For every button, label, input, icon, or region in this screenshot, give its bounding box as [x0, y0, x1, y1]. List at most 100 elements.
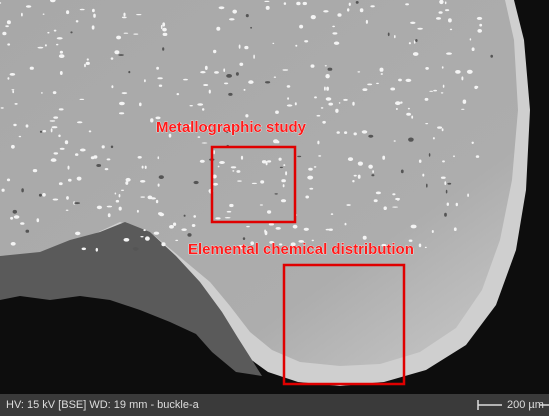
inclusion [395, 101, 401, 105]
inclusion [7, 77, 9, 80]
inclusion [400, 101, 402, 103]
inclusion [279, 158, 282, 161]
inclusion [244, 46, 248, 49]
inclusion [250, 27, 252, 29]
inclusion [323, 10, 328, 12]
inclusion [328, 68, 333, 71]
inclusion [394, 35, 396, 38]
inclusion [107, 206, 112, 208]
inclusion [7, 20, 11, 24]
inclusion [59, 182, 63, 185]
inclusion [467, 194, 469, 197]
inclusion [30, 67, 34, 70]
inclusion [107, 158, 111, 160]
inclusion [140, 236, 143, 237]
inclusion [133, 34, 138, 35]
inclusion [275, 193, 278, 194]
inclusion [454, 227, 457, 231]
inclusion [140, 196, 145, 197]
inclusion [324, 87, 326, 91]
inclusion [317, 141, 319, 145]
inclusion [80, 149, 86, 152]
inclusion [161, 25, 163, 29]
inclusion [305, 196, 309, 199]
inclusion [75, 153, 78, 156]
inclusion [267, 160, 271, 162]
inclusion [173, 223, 176, 226]
inclusion [184, 215, 186, 217]
inclusion [148, 196, 153, 200]
inclusion [368, 135, 373, 138]
inclusion [26, 124, 29, 127]
inclusion [455, 70, 461, 74]
inclusion [126, 178, 131, 182]
inclusion [358, 162, 363, 166]
inclusion [450, 29, 452, 31]
inclusion [111, 146, 113, 149]
inclusion [116, 36, 121, 40]
inclusion [311, 64, 315, 67]
inclusion [226, 74, 232, 78]
inclusion [274, 77, 276, 78]
inclusion [472, 142, 474, 144]
inclusion [219, 161, 225, 164]
inclusion [362, 88, 367, 91]
inclusion [116, 200, 119, 203]
inclusion [239, 45, 241, 49]
inclusion [74, 202, 80, 204]
inclusion [223, 68, 225, 72]
inclusion [26, 5, 31, 8]
inclusion [436, 17, 441, 20]
inclusion [66, 10, 69, 14]
inclusion [470, 38, 472, 40]
inclusion [445, 9, 449, 11]
inclusion [318, 155, 321, 157]
inclusion [248, 80, 253, 84]
inclusion [287, 104, 293, 106]
inclusion [161, 242, 165, 246]
inclusion [246, 14, 249, 17]
inclusion [281, 199, 286, 202]
inclusion [408, 138, 414, 142]
inclusion [425, 123, 428, 124]
inclusion [267, 210, 271, 213]
inclusion [11, 242, 16, 246]
inclusion [33, 169, 37, 172]
inclusion [362, 130, 368, 133]
inclusion [417, 28, 423, 30]
inclusion [42, 193, 46, 197]
inclusion [200, 71, 205, 73]
inclusion [346, 204, 350, 206]
inclusion [190, 105, 193, 106]
inclusion [344, 131, 347, 134]
inclusion [40, 131, 42, 133]
inclusion [96, 248, 98, 252]
inclusion [82, 248, 86, 251]
inclusion [57, 37, 63, 39]
inclusion [354, 132, 357, 135]
inclusion [53, 116, 58, 118]
inclusion [317, 115, 321, 117]
inclusion [260, 180, 264, 183]
inclusion [299, 25, 303, 29]
inclusion [490, 55, 493, 58]
inclusion [376, 83, 379, 84]
inclusion [285, 171, 287, 175]
inclusion [136, 14, 141, 15]
inclusion [374, 199, 378, 202]
inclusion [331, 213, 333, 215]
inclusion [275, 111, 279, 114]
inclusion [59, 108, 64, 110]
inclusion [202, 108, 204, 111]
inclusion [325, 74, 329, 78]
inclusion [124, 238, 130, 242]
inclusion [441, 177, 446, 179]
inclusion [476, 155, 479, 158]
inclusion [68, 179, 72, 182]
inclusion [447, 203, 449, 206]
inclusion [213, 183, 218, 186]
inclusion [266, 161, 268, 165]
inclusion [349, 3, 351, 6]
inclusion [337, 13, 341, 17]
inclusion [2, 32, 6, 36]
